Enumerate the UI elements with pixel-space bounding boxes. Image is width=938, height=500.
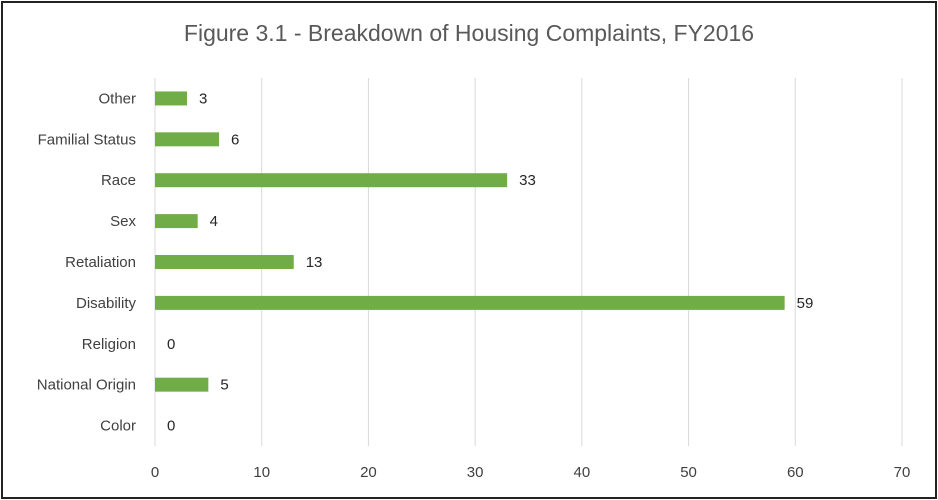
bar xyxy=(155,173,508,188)
bar xyxy=(155,214,198,229)
x-tick-label: 0 xyxy=(151,464,159,481)
data-label: 4 xyxy=(210,213,218,230)
category-label: Other xyxy=(98,90,136,107)
category-label: Color xyxy=(100,418,136,435)
category-label: Disability xyxy=(76,295,137,312)
category-label: Religion xyxy=(82,336,136,353)
category-label: Familial Status xyxy=(38,131,136,148)
category-label: National Origin xyxy=(37,377,136,394)
data-label: 0 xyxy=(167,336,175,353)
data-label: 0 xyxy=(167,418,175,435)
x-tick-label: 20 xyxy=(360,464,377,481)
gridlines xyxy=(154,78,903,446)
data-label: 5 xyxy=(220,377,228,394)
bar xyxy=(155,295,785,310)
bar xyxy=(155,132,220,147)
category-label: Race xyxy=(101,172,136,189)
bars xyxy=(155,91,785,392)
chart-title: Figure 3.1 - Breakdown of Housing Compla… xyxy=(183,20,755,46)
data-label: 33 xyxy=(519,172,536,189)
x-tick-label: 60 xyxy=(787,464,804,481)
x-tick-label: 10 xyxy=(253,464,270,481)
bar xyxy=(155,377,209,392)
bar xyxy=(155,91,188,106)
data-label: 59 xyxy=(797,295,814,312)
x-tick-label: 50 xyxy=(680,464,697,481)
bar xyxy=(155,255,294,269)
x-tick-label: 30 xyxy=(467,464,484,481)
data-label: 6 xyxy=(231,131,239,148)
data-label: 3 xyxy=(199,90,207,107)
x-tick-label: 40 xyxy=(574,464,591,481)
x-tick-label: 70 xyxy=(894,464,911,481)
data-label: 13 xyxy=(306,254,323,271)
category-label: Retaliation xyxy=(65,254,136,271)
category-label: Sex xyxy=(110,213,136,230)
